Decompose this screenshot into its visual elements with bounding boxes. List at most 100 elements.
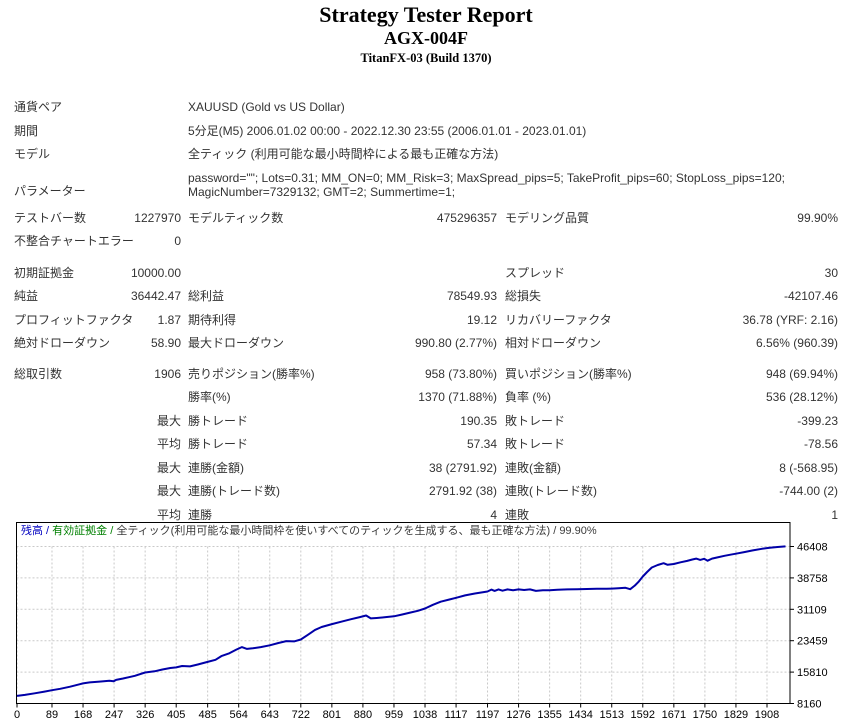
legend-quality: 99.90% xyxy=(559,525,597,537)
balance-chart: 0 89 168 247 326 405 485 564 643 722 801 880 959 1038… xyxy=(0,520,852,724)
row-label: 勝トレード xyxy=(188,413,249,428)
row-value: 1906 xyxy=(154,366,181,381)
row-value: 8 (-568.95) xyxy=(779,460,838,475)
row-label: 敗トレード xyxy=(505,437,566,451)
row-label: 総損失 xyxy=(505,289,542,303)
x-tick-label: 1671 xyxy=(662,709,686,721)
row-value: 36.78 (YRF: 2.16) xyxy=(742,312,838,327)
x-tick-label: 1038 xyxy=(413,709,437,721)
row-value: 10000.00 xyxy=(130,265,181,280)
row-label: スプレッド xyxy=(505,265,566,280)
row-value: -42107.46 xyxy=(783,289,838,303)
row-value: 30 xyxy=(824,265,838,280)
title-block: Strategy Tester Report AGX-004F TitanFX-… xyxy=(0,0,852,66)
row-label: 不整合チャートエラー xyxy=(14,234,134,248)
x-tick-label: 1276 xyxy=(506,709,530,721)
row-label: モデルティック数 xyxy=(188,210,284,225)
x-tick-label: 485 xyxy=(198,709,216,721)
legend-model: 全ティック(利用可能な最小時間枠を使いすべてのティックを生成する、最も正確な方法… xyxy=(116,525,551,537)
x-tick-label: 405 xyxy=(167,709,185,721)
x-tick-label: 89 xyxy=(46,709,58,721)
row-label: リカバリーファクタ xyxy=(505,312,612,327)
x-tick-label: 722 xyxy=(292,709,310,721)
row-label: 連勝(トレード数) xyxy=(188,484,280,498)
row-value: 6.56% (960.39) xyxy=(755,336,838,350)
row-value: 1.87 xyxy=(157,312,181,327)
table-row-parameters: パラメーター password=""; Lots=0.31; MM_ON=0; … xyxy=(14,171,838,211)
row-value: 58.90 xyxy=(150,336,181,350)
row-prefix: 最大 xyxy=(156,484,181,498)
x-tick-label: 247 xyxy=(105,709,123,721)
row-label: 負率 (%) xyxy=(505,390,551,404)
x-tick-label: 564 xyxy=(230,709,248,721)
x-tick-label: 1434 xyxy=(568,709,592,721)
row-value: 78549.93 xyxy=(446,289,497,303)
legend-equity: 有効証拠金 xyxy=(52,525,108,537)
legend-separator: / xyxy=(107,525,117,537)
table-row-profit-factor: プロフィットファクタ 1.87 期待利得 19.12 リカバリーファクタ 36.78 … xyxy=(14,313,838,337)
legend-balance: 残高 xyxy=(21,525,43,537)
results-table: 通貨ペア XAUUSD (Gold vs US Dollar) 期間 5分足(M… xyxy=(14,100,838,531)
table-row-total-net-profit: 純益 36442.47 総利益 78549.93 総損失 -42107.46 xyxy=(14,289,838,313)
row-label: 絶対ドローダウン xyxy=(14,336,111,350)
row-label: 総取引数 xyxy=(14,366,63,381)
table-row-largest-trade: 最大 勝トレード 190.35 敗トレード -399.23 xyxy=(14,414,838,438)
row-value: password=""; Lots=0.31; MM_ON=0; MM_Risk… xyxy=(188,171,838,199)
row-value: -744.00 (2) xyxy=(779,484,838,498)
x-tick-label: 643 xyxy=(261,709,279,721)
table-row-initial-deposit: 初期証拠金 10000.00 スプレッド 30 xyxy=(14,266,838,290)
row-value: XAUUSD (Gold vs US Dollar) xyxy=(188,100,345,114)
x-tick-label: 1355 xyxy=(537,709,561,721)
row-value: 1 xyxy=(831,507,838,522)
expert-name: AGX-004F xyxy=(384,28,468,48)
plot-border xyxy=(16,522,791,704)
x-tick-label: 1592 xyxy=(631,709,655,721)
row-value: 57.34 xyxy=(466,437,497,451)
row-value: 4 xyxy=(490,507,497,522)
table-row-symbol: 通貨ペア XAUUSD (Gold vs US Dollar) xyxy=(14,100,838,124)
row-value: 475296357 xyxy=(436,210,497,225)
row-value: 0 xyxy=(174,234,181,248)
row-value: 190.35 xyxy=(460,413,497,428)
row-value: 1370 (71.88%) xyxy=(418,390,497,404)
row-label: パラメーター xyxy=(14,183,86,198)
row-value: -78.56 xyxy=(803,437,838,451)
row-label: 連敗 xyxy=(505,507,530,522)
row-label: 敗トレード xyxy=(505,413,566,428)
row-label: 連敗(金額) xyxy=(505,460,561,475)
row-value: 36442.47 xyxy=(130,289,181,303)
table-row-average-consecutive: 平均 連勝 4 連敗 1 xyxy=(14,508,838,532)
row-label: プロフィットファクタ xyxy=(14,312,134,327)
row-value: -399.23 xyxy=(797,413,838,428)
row-label: 通貨ペア xyxy=(14,100,63,114)
row-label: モデル xyxy=(14,147,51,161)
row-prefix: 最大 xyxy=(156,413,181,428)
x-tick-label: 1829 xyxy=(724,709,748,721)
y-tick-label: 23459 xyxy=(797,636,828,648)
legend-separator: / xyxy=(43,525,53,537)
row-label: 最大ドローダウン xyxy=(188,336,285,350)
parameters-line-2: MagicNumber=7329132; GMT=2; Summertime=1… xyxy=(188,184,456,199)
y-tick-label: 15810 xyxy=(797,667,828,679)
x-tick-label: 1117 xyxy=(445,709,468,721)
x-tick-label: 1197 xyxy=(476,709,500,721)
row-value: 2791.92 (38) xyxy=(428,484,497,498)
table-row-period: 期間 5分足(M5) 2006.01.02 00:00 - 2022.12.30… xyxy=(14,124,838,148)
row-label: テストバー数 xyxy=(14,210,87,225)
balance-chart-svg: 0 89 168 247 326 405 485 564 643 722 801 880 959 1038… xyxy=(14,522,828,721)
row-prefix: 最大 xyxy=(156,460,181,475)
x-tick-label: 801 xyxy=(323,709,341,721)
y-tick-label: 8160 xyxy=(797,699,821,711)
row-value: 5分足(M5) 2006.01.02 00:00 - 2022.12.30 23… xyxy=(188,123,587,138)
page-title: Strategy Tester Report xyxy=(319,2,533,27)
table-row-model: モデル 全ティック (利用可能な最小時間枠による最も正確な方法) xyxy=(14,147,838,171)
row-value: 19.12 xyxy=(466,312,497,327)
row-label: モデリング品質 xyxy=(505,210,590,225)
table-row-max-consecutive-count: 最大 連勝(トレード数) 2791.92 (38) 連敗(トレード数) -744.0… xyxy=(14,484,838,508)
balance-line xyxy=(16,545,786,697)
y-tick-label: 38758 xyxy=(797,573,828,585)
server-build: TitanFX-03 (Build 1370) xyxy=(360,51,492,65)
row-value: 948 (69.94%) xyxy=(765,366,838,381)
row-value: 990.80 (2.77%) xyxy=(414,336,497,350)
